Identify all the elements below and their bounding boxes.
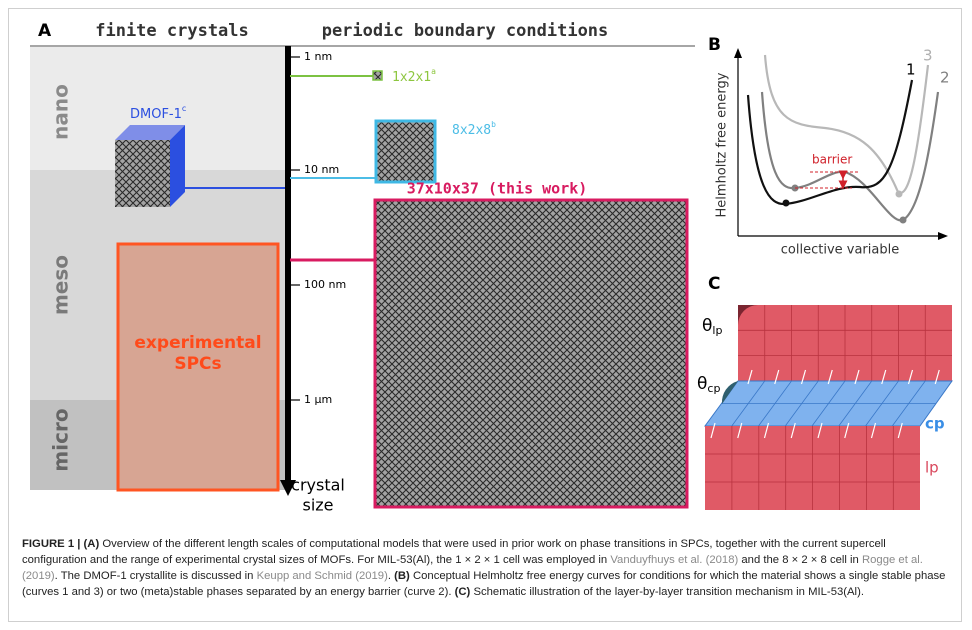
minimum bbox=[896, 191, 903, 198]
axis-label: size bbox=[302, 496, 333, 515]
caption-segment: . The DMOF-1 crystallite is discussed in bbox=[55, 570, 257, 582]
theta: θ bbox=[702, 316, 712, 336]
theta-sub: lp bbox=[712, 324, 722, 337]
cp-label: cp bbox=[925, 415, 945, 433]
theta-label: θlp bbox=[702, 316, 722, 337]
mil53-schematic bbox=[705, 305, 952, 510]
caption-segment[interactable]: Keupp and Schmid (2019) bbox=[257, 570, 388, 582]
header: periodic boundary conditions bbox=[322, 21, 609, 41]
dmof-text: DMOF-1 bbox=[130, 107, 182, 122]
x-axis-arrow bbox=[938, 232, 948, 240]
cell-large-label: 37x10x37 (this work) bbox=[407, 180, 588, 198]
caption-segment: (C) bbox=[455, 586, 471, 598]
caption-segment: and the 8 × 2 × 8 cell in bbox=[738, 554, 862, 566]
axis-label: crystal bbox=[291, 476, 345, 495]
cell-medium-label: 8x2x8b bbox=[452, 120, 496, 138]
cell-small-label: 1x2x1a bbox=[392, 67, 436, 85]
experimental-label: SPCs bbox=[174, 354, 221, 374]
panel-label: B bbox=[708, 35, 721, 55]
theta-sub: cp bbox=[707, 382, 720, 395]
region-label: micro bbox=[49, 408, 73, 471]
caption-segment: FIGURE 1 | (A) bbox=[22, 538, 99, 550]
theta: θ bbox=[697, 374, 707, 394]
minimum bbox=[783, 200, 790, 207]
caption-segment[interactable]: Vanduyfhuys et al. (2018) bbox=[610, 554, 738, 566]
panel-label: A bbox=[38, 21, 52, 41]
cube-front bbox=[115, 140, 170, 207]
page: { "panel_a": { "label": "A", "header_lef… bbox=[0, 0, 972, 630]
curve-label: 1 bbox=[906, 61, 916, 79]
cell-small bbox=[373, 71, 382, 80]
barrier-label: barrier bbox=[812, 153, 852, 167]
cell-sup: a bbox=[431, 67, 436, 76]
figure: A finite crystals periodic boundary cond… bbox=[0, 0, 972, 530]
curve-label: 3 bbox=[923, 47, 933, 65]
panel-label: C bbox=[708, 274, 720, 294]
theta-label: θcp bbox=[697, 374, 720, 395]
caption-segment: Schematic illustration of the layer-by-l… bbox=[470, 586, 864, 598]
cell-large bbox=[375, 200, 687, 507]
caption-segment: (B) bbox=[394, 570, 410, 582]
minimum bbox=[900, 217, 907, 224]
cell-text: 8x2x8 bbox=[452, 123, 491, 138]
tick-label: 1 μm bbox=[304, 393, 332, 406]
curve-label: 2 bbox=[940, 69, 950, 87]
tick-label: 1 nm bbox=[304, 50, 332, 63]
x-axis-label: collective variable bbox=[781, 243, 899, 258]
tick-label: 100 nm bbox=[304, 278, 346, 291]
cell-sup: b bbox=[491, 120, 496, 129]
region-label: nano bbox=[49, 84, 73, 140]
header: finite crystals bbox=[95, 21, 249, 41]
lp-label: lp bbox=[925, 459, 939, 477]
experimental-label: experimental bbox=[134, 333, 261, 353]
cell-medium bbox=[376, 121, 435, 182]
dmof-sup: c bbox=[182, 104, 186, 113]
axis-ticks: 1 nm 10 nm 100 nm 1 μm bbox=[291, 50, 346, 406]
y-axis-label: Helmholtz free energy bbox=[715, 72, 730, 217]
dmof-label: DMOF-1c bbox=[130, 104, 186, 122]
caption: FIGURE 1 | (A) Overview of the different… bbox=[22, 536, 952, 600]
tick-label: 10 nm bbox=[304, 163, 339, 176]
cell-text: 1x2x1 bbox=[392, 70, 431, 85]
region-label: meso bbox=[49, 255, 73, 315]
y-axis-arrow bbox=[734, 48, 742, 58]
